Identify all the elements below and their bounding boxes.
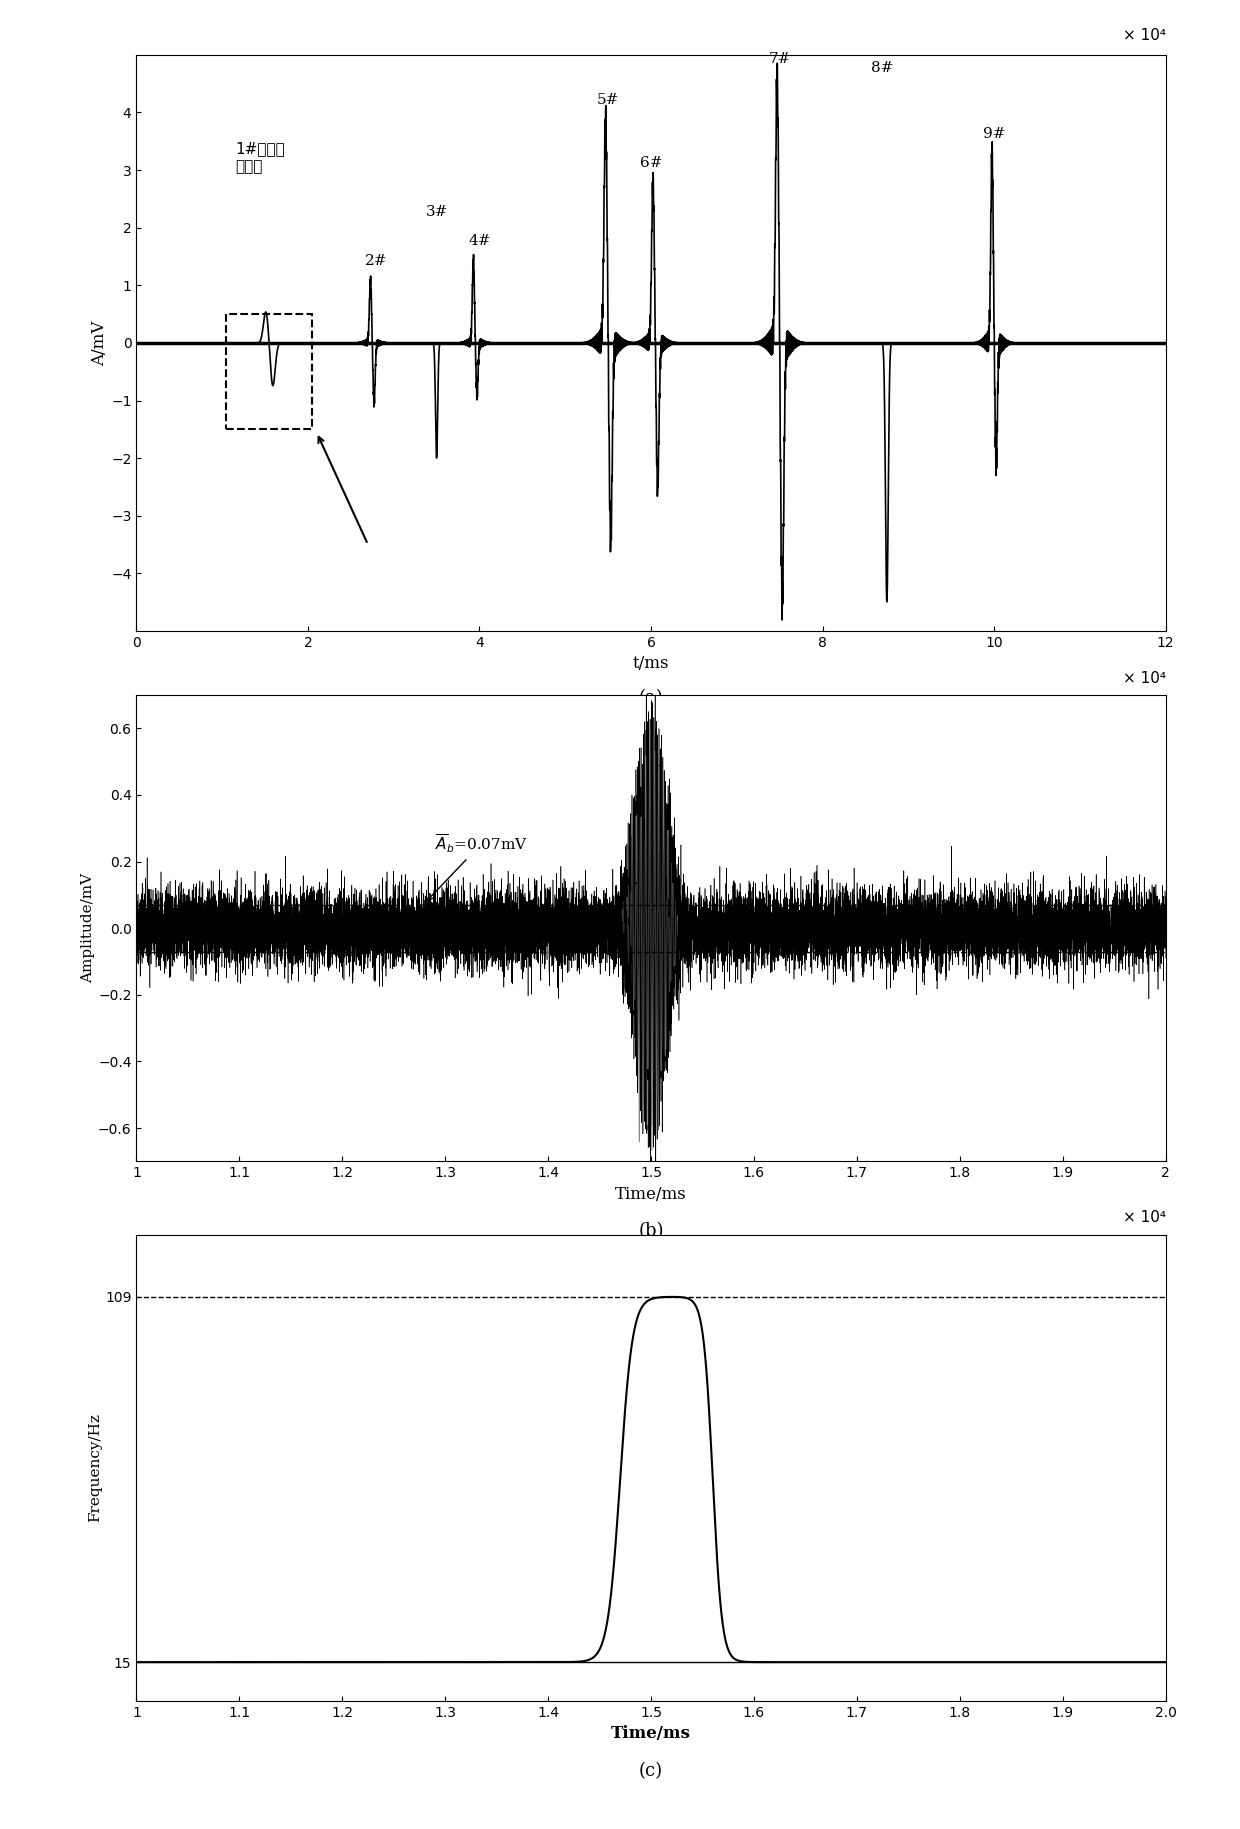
Text: (c): (c) bbox=[639, 1761, 663, 1780]
Text: × 10⁴: × 10⁴ bbox=[1122, 27, 1166, 44]
X-axis label: Time/ms: Time/ms bbox=[615, 1185, 687, 1203]
Y-axis label: Amplitude/mV: Amplitude/mV bbox=[81, 872, 95, 984]
X-axis label: t/ms: t/ms bbox=[632, 655, 670, 673]
Text: 3#: 3# bbox=[425, 205, 448, 219]
Text: 9#: 9# bbox=[983, 128, 1006, 141]
Y-axis label: A/mV: A/mV bbox=[92, 320, 108, 366]
Text: 7#: 7# bbox=[769, 53, 791, 66]
Text: $\overline{A}_{b}$=0.07mV: $\overline{A}_{b}$=0.07mV bbox=[428, 832, 528, 900]
Y-axis label: Frequency/Hz: Frequency/Hz bbox=[88, 1414, 102, 1522]
Text: 4#: 4# bbox=[469, 234, 491, 249]
Text: (a): (a) bbox=[639, 688, 663, 706]
X-axis label: Time/ms: Time/ms bbox=[611, 1725, 691, 1743]
Text: × 10⁴: × 10⁴ bbox=[1122, 1211, 1166, 1225]
Text: 5#: 5# bbox=[596, 93, 619, 106]
Bar bbox=[227, 315, 312, 430]
Text: 1#有效微
震波形: 1#有效微 震波形 bbox=[236, 141, 285, 174]
Text: 2#: 2# bbox=[366, 254, 388, 269]
Text: 6#: 6# bbox=[640, 155, 662, 170]
Text: (b): (b) bbox=[639, 1222, 663, 1240]
Text: 8#: 8# bbox=[872, 60, 894, 75]
Text: × 10⁴: × 10⁴ bbox=[1122, 671, 1166, 686]
